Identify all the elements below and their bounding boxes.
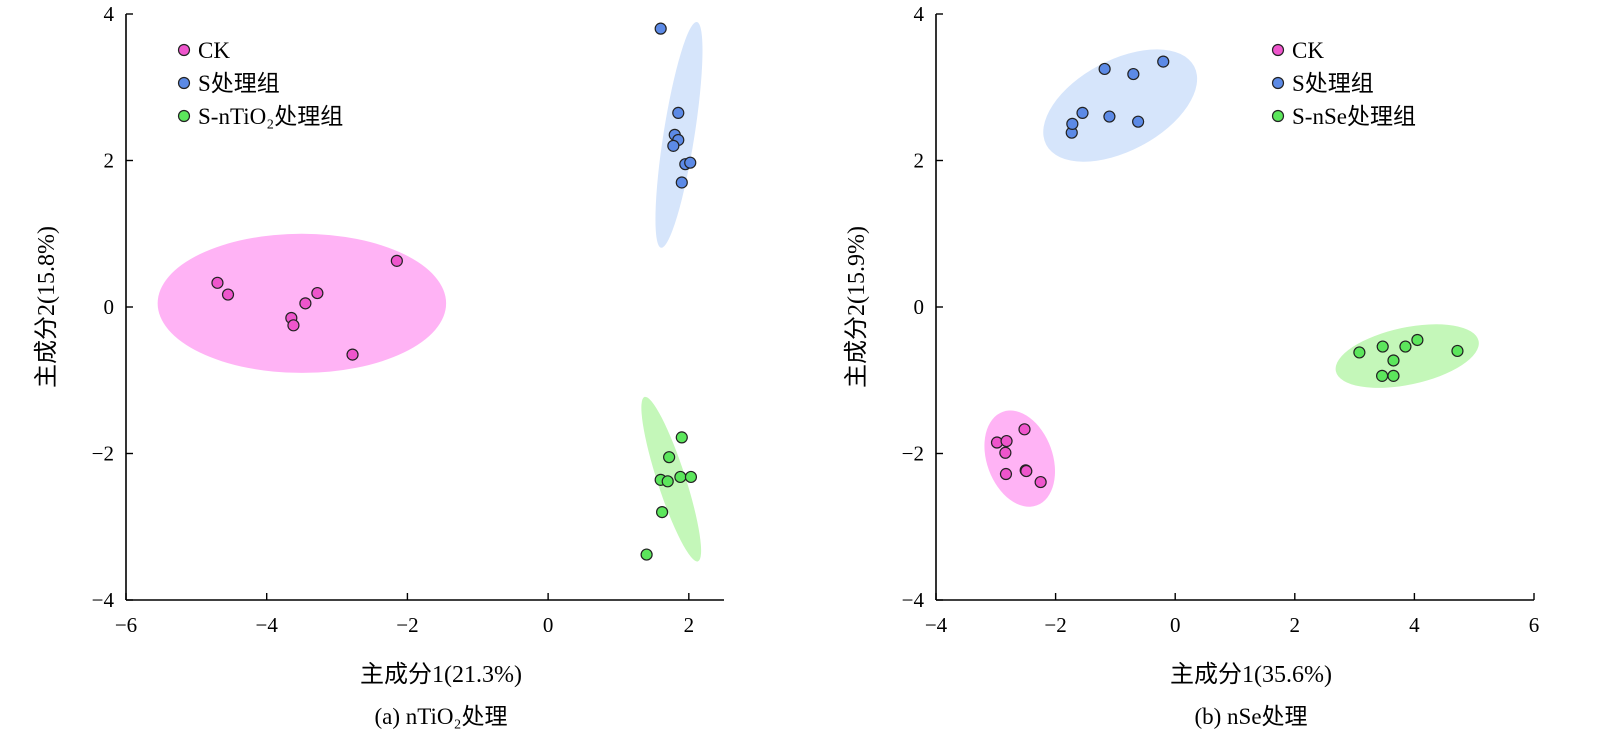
y-tick-label: 2: [914, 149, 925, 173]
y-tick-label: −4: [92, 588, 115, 612]
y-axis-title: 主成分2(15.9%): [843, 226, 870, 388]
data-point-2: [1376, 340, 1389, 353]
legend-label-1: S处理组: [198, 71, 280, 96]
y-tick-label: 4: [914, 2, 925, 26]
confidence-ellipse-1: [1043, 49, 1198, 162]
y-tick-label: 0: [104, 295, 115, 319]
data-point-2: [661, 475, 674, 488]
data-point-2: [1376, 369, 1389, 382]
legend-marker-2: [177, 109, 191, 123]
panel-caption: (a) nTiO₂处理: [374, 704, 507, 729]
x-tick-label: −6: [115, 613, 137, 637]
data-point-2: [1387, 369, 1400, 382]
data-point-1: [654, 22, 667, 35]
data-point-2: [1451, 344, 1464, 358]
legend-marker-0: [177, 43, 191, 57]
data-point-1: [1066, 117, 1079, 130]
data-point-0: [1034, 475, 1047, 489]
x-tick-label: 6: [1529, 613, 1540, 637]
y-tick-label: −4: [902, 588, 925, 612]
x-tick-label: −4: [256, 613, 279, 637]
y-tick-label: 0: [914, 295, 925, 319]
data-point-0: [287, 319, 300, 332]
data-point-2: [1399, 340, 1412, 353]
data-point-2: [1387, 354, 1400, 367]
y-tick-label: −2: [92, 442, 114, 466]
data-point-1: [684, 156, 697, 169]
data-point-2: [663, 451, 676, 464]
data-point-0: [1000, 434, 1013, 448]
legend-marker-1: [1271, 76, 1285, 90]
data-point-0: [390, 254, 403, 267]
data-point-0: [311, 286, 324, 300]
data-point-0: [999, 446, 1012, 459]
data-point-2: [1353, 346, 1366, 359]
data-point-1: [1098, 62, 1111, 76]
y-tick-label: 4: [104, 2, 115, 26]
data-point-1: [1103, 110, 1116, 123]
legend-label-0: CK: [198, 38, 230, 63]
x-tick-label: −4: [925, 613, 948, 637]
data-point-0: [1018, 423, 1031, 436]
x-tick-label: 0: [1170, 613, 1181, 637]
legend-marker-1: [177, 76, 191, 90]
legend-label-0: CK: [1292, 38, 1324, 63]
data-point-0: [1020, 464, 1033, 478]
x-axis-title: 主成分1(35.6%): [1170, 661, 1332, 688]
data-point-2: [684, 470, 698, 484]
x-axis-title: 主成分1(21.3%): [360, 661, 522, 688]
data-point-1: [667, 139, 680, 152]
legend-label-2: S-nSe处理组: [1292, 104, 1416, 129]
y-axis-title: 主成分2(15.8%): [33, 226, 60, 388]
data-point-2: [640, 548, 653, 561]
panel-caption: (b) nSe处理: [1194, 704, 1307, 729]
data-point-0: [346, 348, 359, 361]
y-tick-label: −2: [902, 442, 924, 466]
data-point-2: [1411, 333, 1424, 347]
confidence-ellipse-2: [1335, 324, 1479, 388]
legend-label-2: S-nTiO₂处理组: [198, 104, 343, 129]
confidence-ellipse-0: [984, 410, 1056, 507]
y-tick-label: 2: [104, 149, 115, 173]
data-point-2: [655, 505, 669, 519]
legend-marker-0: [1271, 43, 1285, 57]
x-tick-label: 2: [684, 613, 695, 637]
x-tick-label: 4: [1409, 613, 1420, 637]
x-tick-label: 2: [1290, 613, 1301, 637]
data-point-1: [1127, 67, 1140, 81]
chart-panel-b: −4 −2 0 2 4 6 −4 −2 0 2 4 CK S处理组 S-nSe处理组主成分1(35.6%)…: [843, 2, 1539, 729]
x-tick-label: −2: [396, 613, 418, 637]
data-point-1: [1157, 55, 1170, 68]
data-point-2: [675, 431, 688, 444]
x-tick-label: −2: [1044, 613, 1066, 637]
data-point-0: [999, 467, 1013, 481]
data-point-0: [299, 297, 312, 310]
data-point-2: [674, 470, 687, 484]
legend-marker-2: [1271, 109, 1285, 123]
data-point-0: [211, 276, 224, 289]
data-point-1: [1132, 115, 1145, 128]
data-point-1: [675, 176, 688, 189]
data-point-0: [221, 288, 235, 301]
x-tick-label: 0: [543, 613, 554, 637]
data-point-1: [1076, 106, 1089, 119]
legend-label-1: S处理组: [1292, 71, 1374, 96]
data-point-1: [672, 106, 685, 119]
chart-panel-a: −6 −4 −2 0 2−4−2024CKS处理组S-nTiO₂处理组主成分1(21.3…: [33, 2, 724, 729]
